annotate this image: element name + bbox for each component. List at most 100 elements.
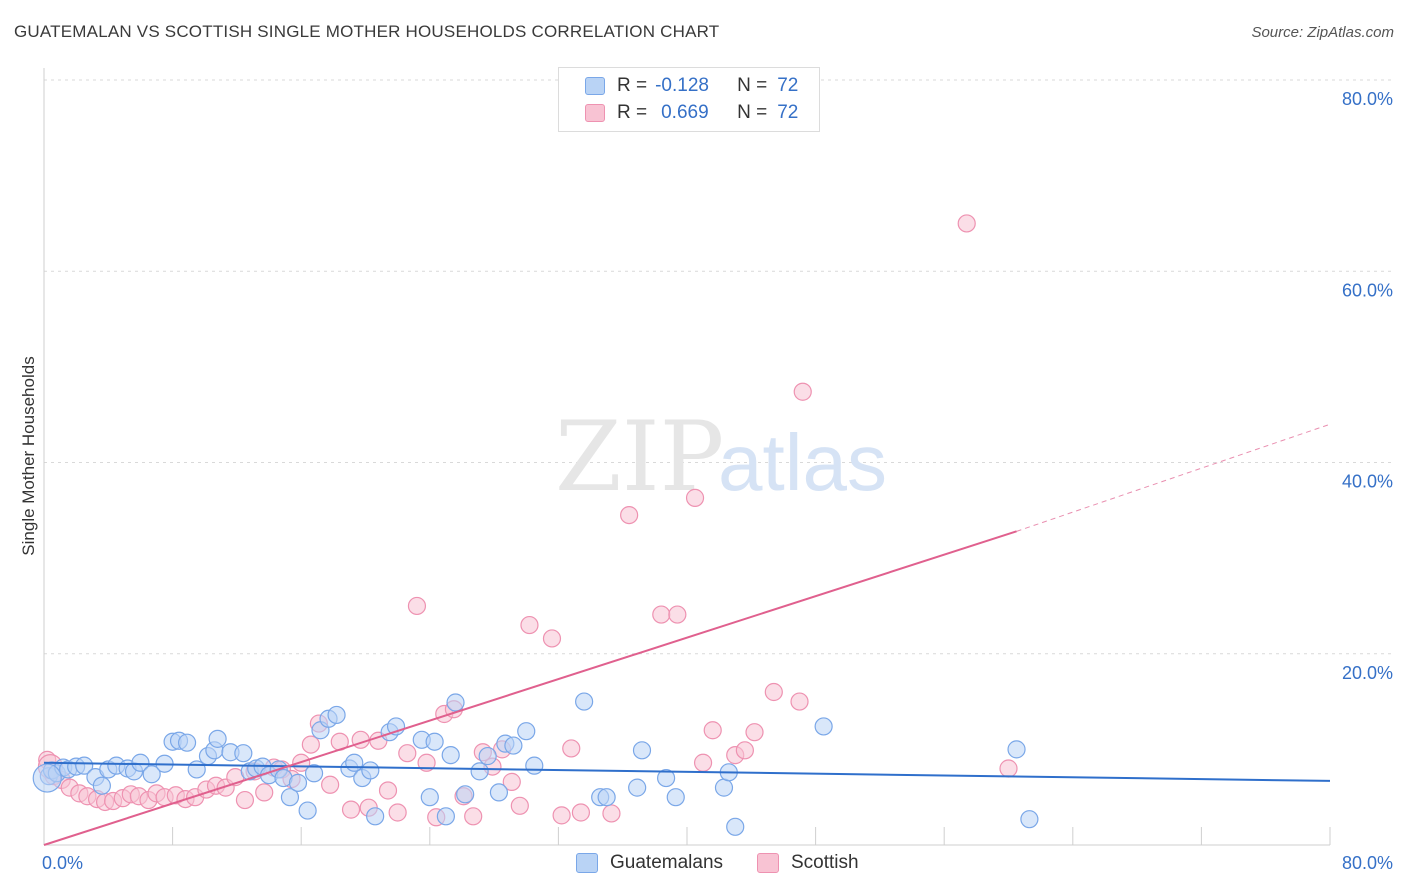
scottish-point: [552, 806, 571, 825]
guatemalan-point: [525, 756, 544, 775]
scottish-point: [255, 783, 274, 802]
legend-r-label: R =: [617, 75, 648, 96]
y-tick-labels: 20.0% 40.0% 60.0% 80.0%: [1342, 89, 1393, 683]
scottish-point: [510, 796, 529, 815]
guatemalan-point: [504, 736, 523, 755]
guatemalan-point: [628, 778, 647, 797]
scottish-point: [685, 488, 705, 507]
legend-r-value: 0.669: [661, 102, 709, 123]
legend-r-value: -0.128: [655, 75, 709, 96]
guatemalan-point: [814, 717, 833, 736]
guatemalan-point: [288, 773, 308, 792]
guatemalan-point: [327, 705, 346, 725]
scottish-point: [235, 790, 255, 810]
legend-n-label: N =: [737, 75, 768, 96]
scottish-point: [542, 629, 562, 648]
scottish-point: [341, 800, 361, 819]
source-label: Source: ZipAtlas.com: [1251, 24, 1394, 41]
guatemalan-point: [131, 753, 150, 772]
axes: [43, 68, 1331, 846]
legend-swatch-pink: [585, 104, 605, 122]
guatemalan-point: [1020, 810, 1039, 829]
scottish-point: [388, 803, 407, 822]
guatemalan-point: [436, 807, 455, 826]
legend-label-scottish: Scottish: [791, 852, 859, 873]
guatemalan-point: [366, 807, 385, 826]
scottish-point: [562, 739, 581, 758]
guatemalan-point: [632, 741, 652, 760]
guatemalan-point: [666, 788, 685, 807]
correlation-legend: R = -0.128 N = 72 R = 0.669 N = 72: [558, 67, 820, 132]
trend-lines: [43, 423, 1331, 846]
scottish-point: [620, 505, 639, 525]
guatemalan-point: [298, 801, 317, 820]
guatemalan-point: [726, 817, 745, 836]
scottish-point: [378, 781, 398, 800]
scottish-point: [502, 772, 521, 791]
legend-n-value: 72: [777, 75, 799, 96]
gridlines: [44, 79, 1395, 655]
guatemalan-point: [32, 763, 62, 793]
guatemalan-point: [456, 785, 475, 804]
chart-title: GUATEMALAN VS SCOTTISH SINGLE MOTHER HOU…: [14, 22, 720, 41]
guatemalan-point: [575, 692, 594, 711]
scottish-point: [764, 682, 783, 702]
x-tick-labels: 0.0% 80.0%: [42, 853, 1393, 873]
scottish-point: [652, 605, 671, 624]
guatemalan-point: [478, 746, 497, 766]
scottish-point: [464, 807, 483, 826]
scottish-point: [999, 759, 1018, 778]
legend-n-value: 72: [777, 102, 799, 123]
scottish-point: [398, 744, 417, 763]
guatemalan-points: [32, 692, 1039, 836]
legend-item-scottish: Scottish: [757, 852, 859, 874]
legend-swatch-blue: [585, 77, 605, 95]
watermark: ZIP atlas: [555, 401, 887, 513]
legend-n-label: N =: [737, 102, 768, 123]
legend-row-scottish: R = 0.669 N = 72: [585, 101, 798, 125]
scottish-point: [417, 753, 436, 772]
y-tick-label: 80.0%: [1342, 89, 1393, 109]
guatemalan-point: [187, 760, 206, 779]
legend-item-guatemalans: Guatemalans: [576, 852, 723, 874]
guatemalan-point: [425, 732, 444, 751]
guatemalan-point: [420, 788, 439, 807]
guatemalan-point: [470, 762, 489, 781]
scottish-point: [321, 775, 340, 794]
scottish-point: [790, 692, 809, 711]
y-tick-label: 60.0%: [1342, 280, 1393, 300]
guatemalan-point: [142, 765, 161, 784]
guatemalan-point: [92, 776, 111, 795]
guatemalan-point: [1007, 740, 1026, 759]
y-tick-label: 40.0%: [1342, 472, 1393, 492]
legend-row-guatemalans: R = -0.128 N = 72: [585, 74, 798, 98]
guatemalan-point: [446, 693, 465, 712]
scottish-point: [693, 753, 713, 772]
legend-label-guatemalans: Guatemalans: [610, 852, 724, 873]
guatemalan-point: [304, 764, 324, 783]
guatemalan-point: [208, 729, 227, 748]
guatemalan-point: [75, 756, 94, 775]
guatemalan-point: [489, 783, 509, 802]
guatemalan-point: [234, 744, 253, 763]
scottish-point: [668, 605, 687, 624]
legend-swatch-pink: [757, 853, 779, 873]
guatemalan-point: [657, 768, 676, 788]
watermark-atlas: atlas: [718, 418, 887, 507]
legend-swatch-blue: [576, 853, 598, 873]
guatemalan-point: [597, 788, 616, 807]
guatemalan-point: [361, 761, 380, 780]
guatemalan-point: [280, 788, 300, 807]
scottish-point: [703, 721, 722, 740]
scottish-point: [745, 723, 764, 742]
legend-r-label: R =: [617, 102, 648, 123]
scottish-point: [793, 382, 812, 401]
scottish-point: [735, 741, 754, 760]
scottish-point: [602, 804, 621, 823]
guatemalan-point: [441, 746, 460, 765]
x-tick-label: 0.0%: [42, 853, 83, 873]
y-tick-label: 20.0%: [1342, 663, 1393, 683]
scottish-point: [957, 214, 976, 233]
scottish-point: [407, 596, 427, 616]
